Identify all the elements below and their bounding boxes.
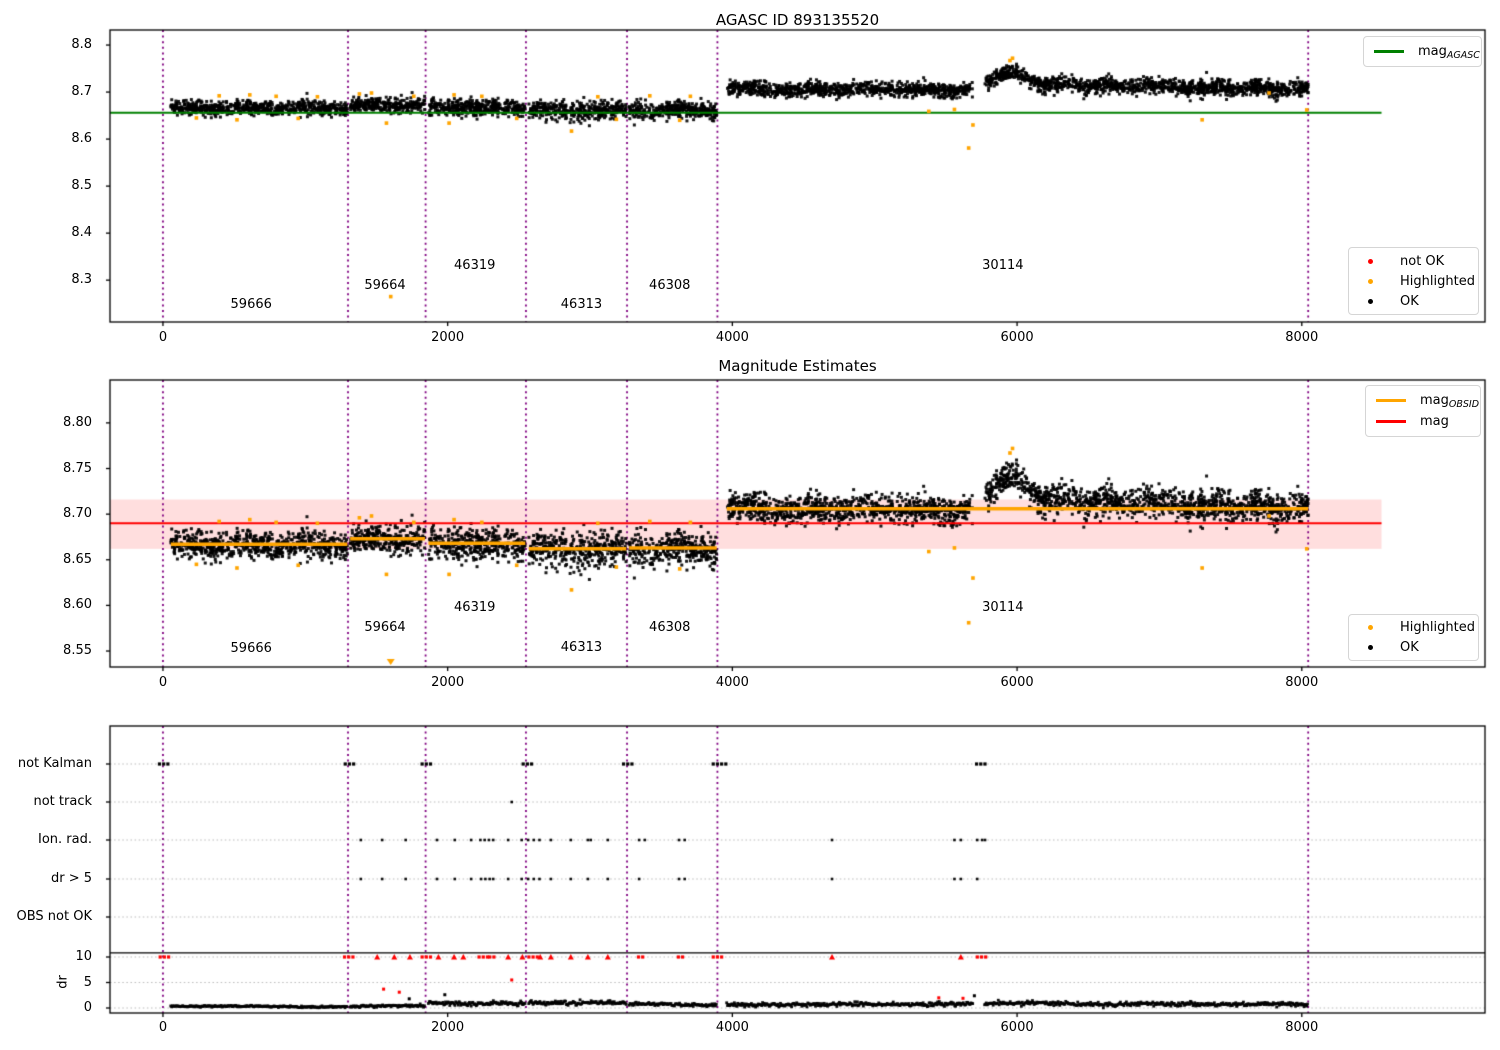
orange-line-swatch (1376, 399, 1406, 402)
flag-category-label: not Kalman (17, 756, 92, 771)
legend-row-mag-agasc: magAGASC (1370, 41, 1480, 62)
obsid-label: 46308 (649, 277, 691, 293)
top-plot-title: AGASC ID 893135520 (715, 11, 880, 29)
flag-category-label: not track (33, 794, 92, 809)
red-line-swatch (1376, 420, 1406, 423)
y-tick-label: 8.4 (71, 225, 92, 241)
flag-category-label: OBS not OK (16, 909, 93, 924)
legend-marker-row: OK (1355, 291, 1470, 311)
x-tick-label: 8000 (1285, 1020, 1319, 1035)
x-tick-label: 0 (158, 330, 168, 345)
y-tick-label: 8.6 (71, 131, 92, 147)
y-tick-label: 8.55 (63, 643, 92, 659)
y-tick-label: 8.8 (71, 37, 92, 53)
legend-marker-label: Highlighted (1400, 620, 1475, 636)
obsid-label: 59664 (364, 277, 406, 293)
legend-marker-dot (1368, 644, 1373, 650)
legend-row-mag: mag (1372, 411, 1472, 432)
x-tick-label: 6000 (1000, 330, 1034, 345)
legend-label: magAGASC (1418, 44, 1480, 61)
x-tick-label: 2000 (431, 330, 465, 345)
y-tick-label: 8.7 (71, 84, 92, 100)
legend-marker-row: Highlighted (1355, 618, 1475, 638)
y-tick-label: 8.75 (63, 460, 92, 476)
y-tick-label: 8.3 (71, 272, 92, 288)
obsid-label: 59666 (230, 641, 272, 657)
x-tick-label: 4000 (715, 1020, 749, 1035)
legend-marker-label: OK (1400, 293, 1419, 309)
obsid-label: 59664 (364, 620, 406, 636)
obsid-label: 30114 (982, 257, 1024, 273)
legend-label: mag (1420, 414, 1449, 429)
obsid-label: 46313 (560, 297, 603, 313)
legend-marker-label: OK (1400, 639, 1419, 655)
legend-marker-label: not OK (1400, 253, 1445, 269)
legend-mag-agasc: magAGASC (1363, 36, 1482, 67)
legend-row-mag-obsid: magOBSID (1372, 390, 1479, 411)
legend-marker-row: Highlighted (1355, 271, 1475, 291)
y-tick-label: 8.60 (63, 597, 92, 613)
x-tick-label: 6000 (1000, 1020, 1034, 1035)
obsid-label: 46313 (560, 640, 603, 656)
legend-mag-lines: magOBSID mag (1365, 385, 1481, 437)
dr-tick-label: 0 (83, 1000, 92, 1015)
y-tick-label: 8.5 (71, 178, 92, 194)
y-tick-label: 8.65 (63, 551, 92, 567)
legend-marker-row: not OK (1355, 251, 1470, 271)
obsid-label: 59666 (230, 297, 272, 313)
obsid-label: 46308 (649, 620, 691, 636)
x-tick-label: 6000 (1000, 675, 1034, 690)
legend-marker-dot (1368, 298, 1373, 304)
y-tick-label: 8.70 (63, 506, 92, 522)
legend-label: magOBSID (1420, 393, 1480, 410)
x-tick-label: 8000 (1285, 675, 1319, 690)
flag-category-label: Ion. rad. (38, 832, 92, 847)
x-tick-label: 8000 (1285, 330, 1319, 345)
dr-tick-label: 10 (75, 949, 92, 964)
middle-plot-title: Magnitude Estimates (718, 357, 877, 375)
legend-marker-row: OK (1355, 638, 1470, 658)
flag-category-label: dr > 5 (50, 871, 92, 886)
y-tick-label: 8.80 (63, 414, 92, 430)
x-tick-label: 0 (158, 675, 168, 690)
legend-marker-dot (1368, 625, 1373, 631)
obsid-label: 46319 (454, 600, 496, 616)
green-line-swatch (1374, 50, 1404, 53)
legend-top-markers: not OK Highlighted OK (1348, 247, 1479, 315)
x-tick-label: 0 (158, 1020, 168, 1035)
x-tick-label: 4000 (715, 330, 749, 345)
x-tick-label: 2000 (431, 1020, 465, 1035)
obsid-label: 30114 (982, 600, 1024, 616)
legend-marker-dot (1368, 278, 1373, 284)
legend-marker-dot (1368, 258, 1373, 264)
legend-mid-markers: Highlighted OK (1348, 614, 1479, 661)
legend-marker-label: Highlighted (1400, 273, 1475, 289)
x-tick-label: 2000 (431, 675, 465, 690)
obsid-label: 46319 (454, 257, 496, 273)
x-tick-label: 4000 (715, 675, 749, 690)
dr-tick-label: 5 (83, 974, 92, 990)
